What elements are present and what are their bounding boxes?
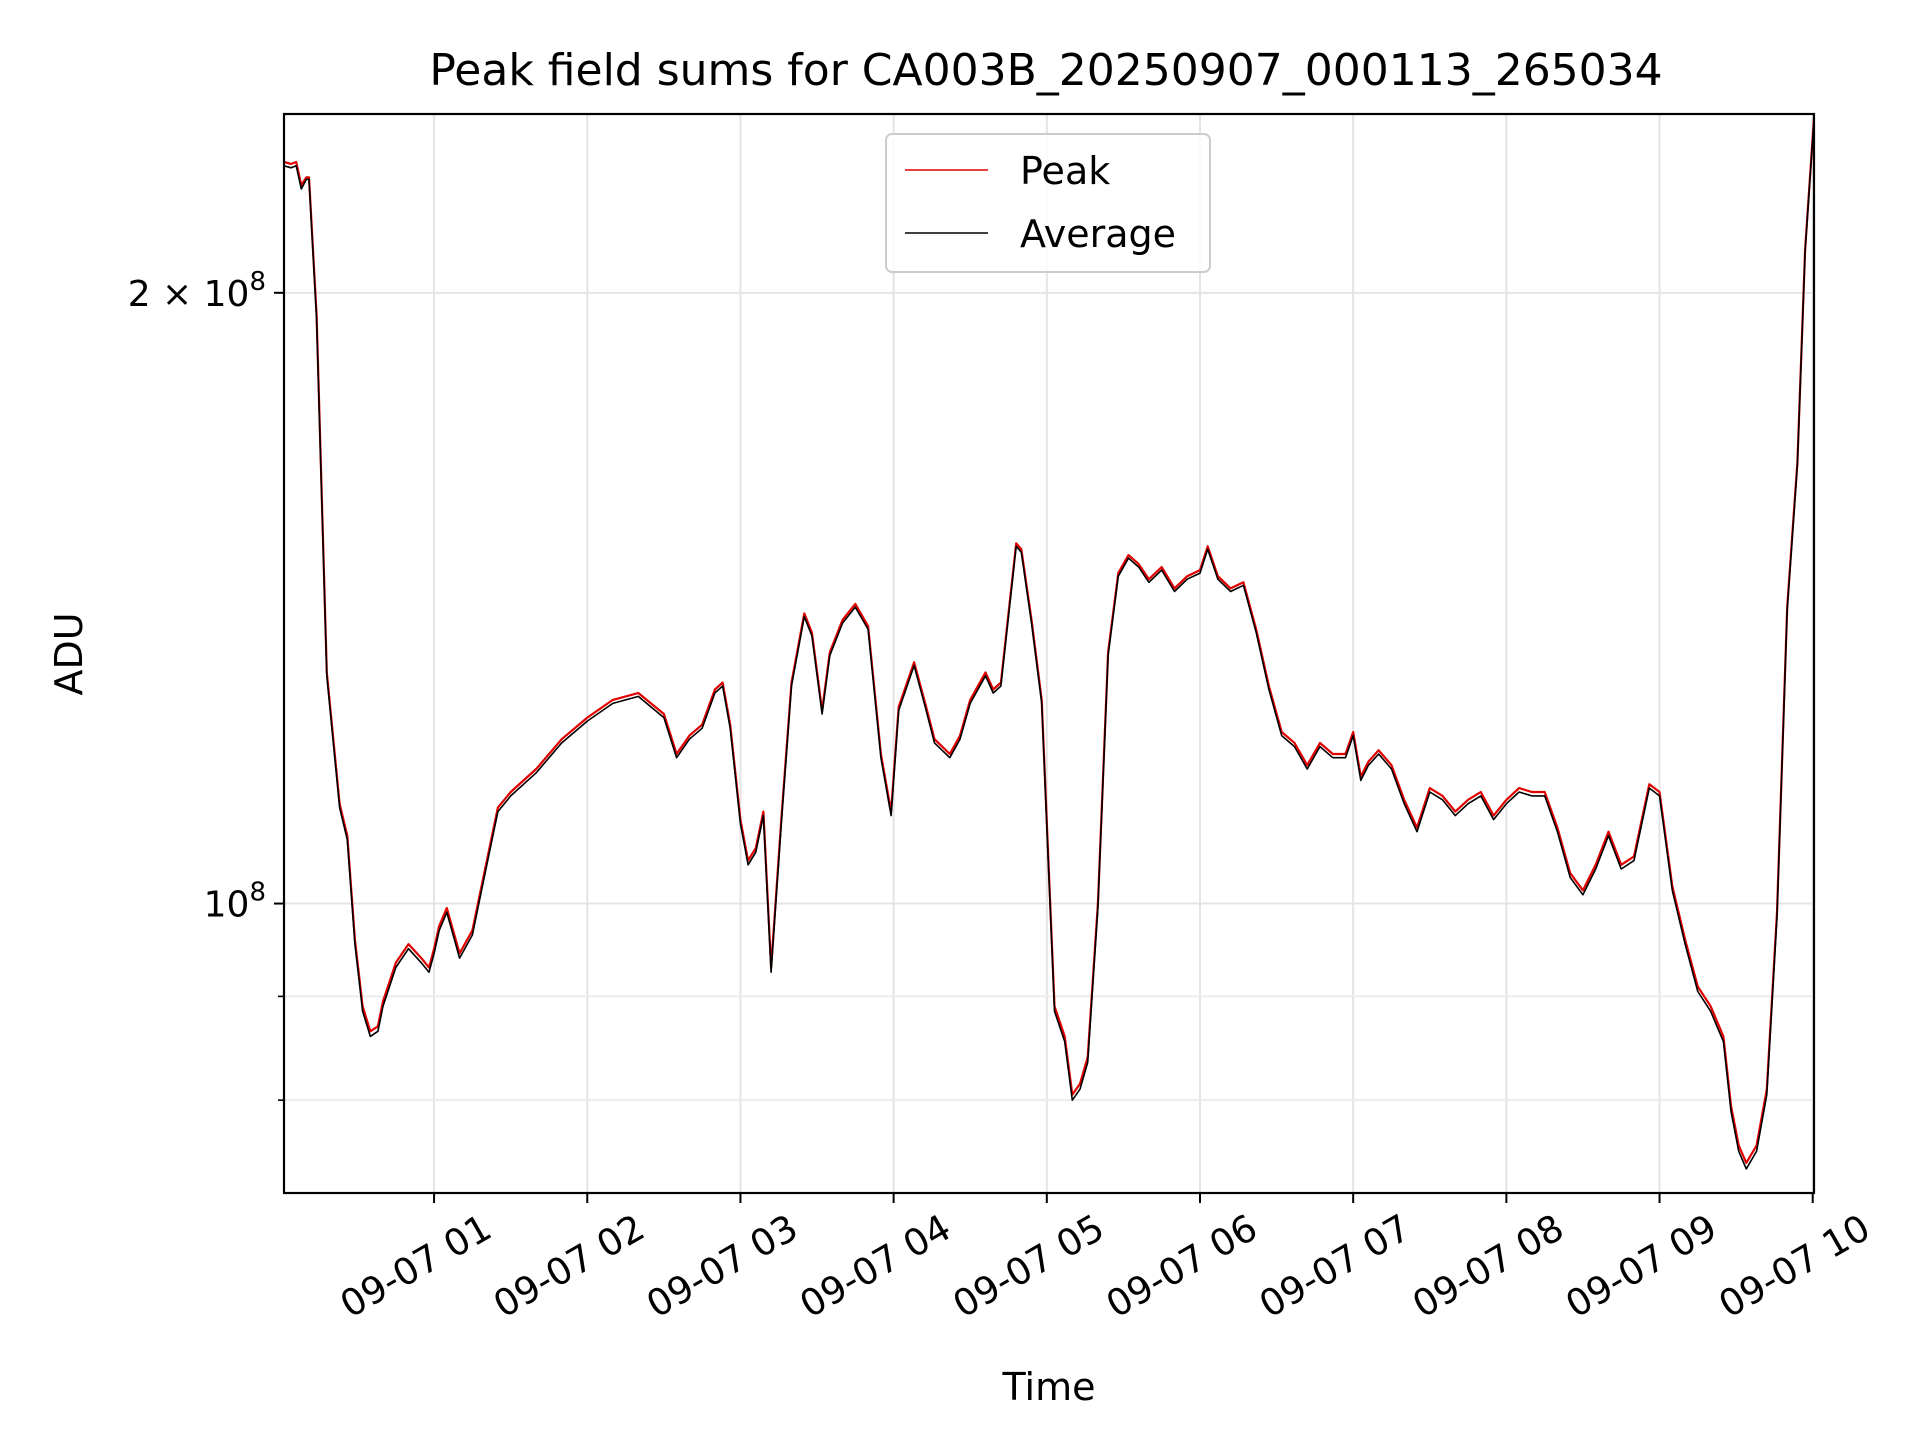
plot-frame	[282, 112, 1816, 1195]
legend-peak-label: Peak	[1020, 149, 1110, 193]
y-tick-label: 2 × 108	[128, 267, 266, 315]
y-axis: 2 × 108 108	[128, 267, 284, 1101]
x-axis-label: Time	[1002, 1365, 1096, 1409]
y-axis-label: ADU	[47, 612, 91, 695]
legend-box	[885, 133, 1211, 273]
grid-layer	[284, 114, 1814, 1193]
legend-average-label: Average	[1020, 212, 1176, 256]
legend: Peak Average	[885, 133, 1211, 273]
plot-layer	[284, 117, 1814, 1170]
y-tick-label: 108	[204, 878, 266, 926]
chart-title: Peak field sums for CA003B_20250907_0001…	[429, 45, 1662, 96]
series-line-average	[284, 119, 1814, 1170]
